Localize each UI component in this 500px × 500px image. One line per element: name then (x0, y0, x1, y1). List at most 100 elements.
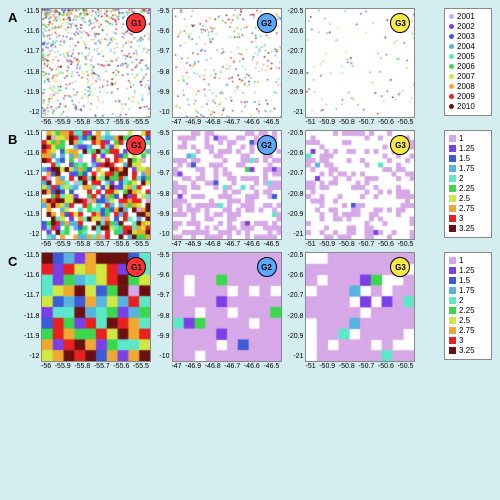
legend-swatch (449, 215, 456, 222)
figure-row: B-11.5-11.6-11.7-11.8-11.9-12G1-56-55.9-… (8, 130, 492, 248)
legend-label: 1.75 (459, 164, 475, 173)
legend-item: 1.75 (449, 286, 487, 295)
legend-label: 2 (459, 296, 463, 305)
legend-swatch (449, 84, 454, 89)
legend-swatch (449, 64, 454, 69)
legend-item: 2.5 (449, 316, 487, 325)
legend-item: 2006 (449, 62, 487, 71)
x-axis: -56-55.9-55.8-55.7-55.6-55.5 (41, 240, 149, 248)
x-axis: -56-55.9-55.8-55.7-55.6-55.5 (41, 118, 149, 126)
x-axis: -56-55.9-55.8-55.7-55.6-55.5 (41, 362, 149, 370)
panel-wrap: -20.5-20.6-20.7-20.8-20.9-21G3-51-50.9-5… (288, 252, 416, 370)
chart-panel: G1 (41, 8, 151, 118)
legend-swatch (449, 54, 454, 59)
panel-wrap: -11.5-11.6-11.7-11.8-11.9-12G1-56-55.9-5… (24, 252, 151, 370)
legend-swatch (449, 24, 454, 29)
legend-item: 2003 (449, 32, 487, 41)
legend-swatch (449, 307, 456, 314)
legend-item: 2007 (449, 72, 487, 81)
legend-item: 2008 (449, 82, 487, 91)
x-axis: -51-50.9-50.8-50.7-50.6-50.5 (306, 240, 414, 248)
legend-item: 2001 (449, 12, 487, 21)
legend-swatch (449, 104, 454, 109)
legend-label: 1.75 (459, 286, 475, 295)
row-label: C (8, 252, 24, 269)
legend-item: 2002 (449, 22, 487, 31)
row-label: A (8, 8, 24, 25)
panel-wrap: -20.5-20.6-20.7-20.8-20.9-21G3-51-50.9-5… (288, 8, 416, 126)
multi-panel-figure: A-11.5-11.6-11.7-11.8-11.9-12G1-56-55.9-… (8, 8, 492, 370)
legend-label: 2008 (457, 82, 475, 91)
legend-swatch (449, 135, 456, 142)
legend: 11.251.51.7522.252.52.7533.25 (444, 130, 492, 238)
x-axis: -47-46.9-46.8-46.7-46.6-46.5 (171, 362, 279, 370)
legend-item: 2.5 (449, 194, 487, 203)
chart-panel: G1 (41, 130, 151, 240)
figure-row: C-11.5-11.6-11.7-11.8-11.9-12G1-56-55.9-… (8, 252, 492, 370)
legend-swatch (449, 185, 456, 192)
legend-item: 2 (449, 296, 487, 305)
y-axis: -9.5-9.6-9.7-9.8-9.9-10 (157, 252, 171, 360)
legend-item: 2.25 (449, 184, 487, 193)
legend-label: 2003 (457, 32, 475, 41)
chart-panel: G2 (172, 8, 282, 118)
chart-panel: G3 (305, 252, 415, 362)
legend: 11.251.51.7522.252.52.7533.25 (444, 252, 492, 360)
legend-swatch (449, 277, 456, 284)
x-axis: -47-46.9-46.8-46.7-46.6-46.5 (171, 240, 279, 248)
panels-container: -11.5-11.6-11.7-11.8-11.9-12G1-56-55.9-5… (24, 252, 440, 370)
legend-item: 1.25 (449, 144, 487, 153)
y-axis: -11.5-11.6-11.7-11.8-11.9-12 (24, 252, 41, 360)
legend-swatch (449, 287, 456, 294)
chart-panel: G2 (172, 130, 282, 240)
y-axis: -9.5-9.6-9.7-9.8-9.9-10 (157, 8, 171, 116)
legend-swatch (449, 94, 454, 99)
panels-container: -11.5-11.6-11.7-11.8-11.9-12G1-56-55.9-5… (24, 8, 440, 126)
legend-item: 1 (449, 134, 487, 143)
legend-swatch (449, 165, 456, 172)
y-axis: -11.5-11.6-11.7-11.8-11.9-12 (24, 8, 41, 116)
panel-badge: G2 (257, 257, 277, 277)
legend-item: 3 (449, 336, 487, 345)
legend-label: 3.25 (459, 224, 475, 233)
legend-swatch (449, 347, 456, 354)
legend-swatch (449, 297, 456, 304)
legend-item: 1.75 (449, 164, 487, 173)
chart-panel: G1 (41, 252, 151, 362)
legend-swatch (449, 34, 454, 39)
legend-item: 1.5 (449, 154, 487, 163)
legend-label: 2002 (457, 22, 475, 31)
panel-wrap: -11.5-11.6-11.7-11.8-11.9-12G1-56-55.9-5… (24, 130, 151, 248)
legend-label: 2004 (457, 42, 475, 51)
legend-item: 2010 (449, 102, 487, 111)
panel-wrap: -9.5-9.6-9.7-9.8-9.9-10 G2 -47-46.9-46.8-4… (157, 252, 281, 370)
x-axis: -51-50.9-50.8-50.7-50.6-50.5 (306, 362, 414, 370)
legend-swatch (449, 317, 456, 324)
y-axis: -11.5-11.6-11.7-11.8-11.9-12 (24, 130, 41, 238)
row-label: B (8, 130, 24, 147)
panel-wrap: -9.5-9.6-9.7-9.8-9.9-10G2-47-46.9-46.8-4… (157, 8, 281, 126)
panel-badge: G2 (257, 135, 277, 155)
chart-panel: G2 (172, 252, 282, 362)
chart-panel: G3 (305, 130, 415, 240)
legend-label: 1 (459, 134, 463, 143)
legend-item: 2.25 (449, 306, 487, 315)
legend-label: 2.5 (459, 194, 470, 203)
panels-container: -11.5-11.6-11.7-11.8-11.9-12G1-56-55.9-5… (24, 130, 440, 248)
legend-label: 1 (459, 256, 463, 265)
legend-swatch (449, 155, 456, 162)
legend-item: 3.25 (449, 346, 487, 355)
legend-label: 2.75 (459, 204, 475, 213)
legend-swatch (449, 175, 456, 182)
legend-swatch (449, 195, 456, 202)
legend-label: 1.5 (459, 276, 470, 285)
legend-label: 3 (459, 336, 463, 345)
legend-item: 2009 (449, 92, 487, 101)
legend-item: 2005 (449, 52, 487, 61)
legend-swatch (449, 74, 454, 79)
legend-item: 2004 (449, 42, 487, 51)
legend-label: 2.25 (459, 184, 475, 193)
legend-swatch (449, 267, 456, 274)
legend-swatch (449, 327, 456, 334)
legend-label: 1.25 (459, 266, 475, 275)
